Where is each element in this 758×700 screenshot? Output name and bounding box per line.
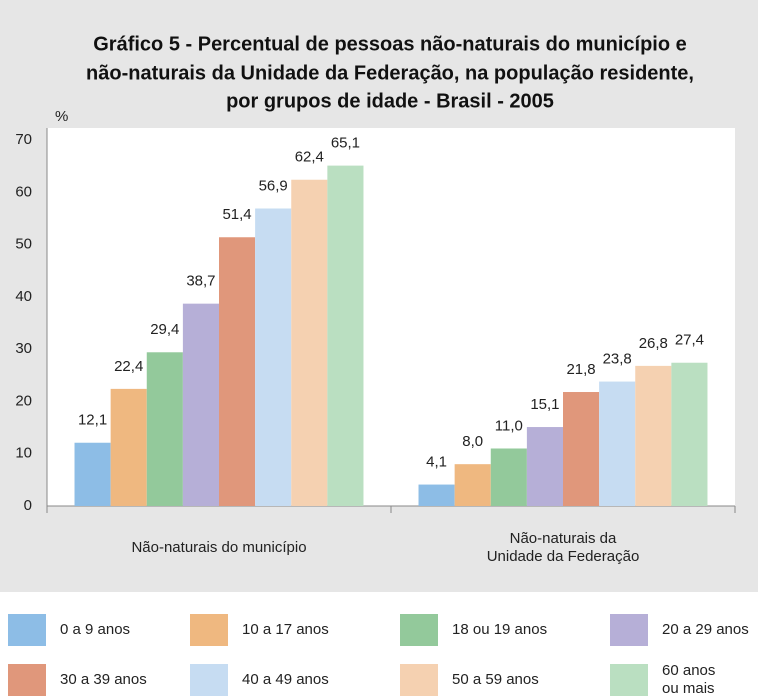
bar bbox=[635, 365, 672, 506]
bar bbox=[255, 208, 292, 506]
value-label: 12,1 bbox=[78, 412, 107, 429]
value-label: 11,0 bbox=[495, 417, 523, 434]
bar bbox=[74, 442, 111, 506]
value-label: 4,1 bbox=[426, 454, 447, 471]
legend-label: 10 a 17 anos bbox=[242, 621, 329, 638]
y-tick-label: 0 bbox=[24, 497, 32, 514]
bar bbox=[182, 303, 219, 506]
legend-swatch bbox=[190, 664, 228, 696]
value-label: 26,8 bbox=[639, 335, 668, 352]
y-tick-label: 60 bbox=[15, 183, 32, 200]
value-label: 51,4 bbox=[222, 206, 251, 223]
value-label: 38,7 bbox=[186, 273, 215, 290]
legend-label: 40 a 49 anos bbox=[242, 671, 329, 688]
legend-swatch bbox=[610, 614, 648, 646]
y-tick-label: 50 bbox=[15, 236, 32, 253]
legend-swatch bbox=[190, 614, 228, 646]
legend-swatch bbox=[610, 664, 648, 696]
bar bbox=[219, 237, 256, 506]
value-label: 15,1 bbox=[530, 396, 559, 413]
value-label: 27,4 bbox=[675, 332, 704, 349]
bar bbox=[146, 352, 183, 506]
legend-label: 50 a 59 anos bbox=[452, 671, 539, 688]
bar bbox=[599, 381, 636, 506]
value-label: 29,4 bbox=[150, 321, 179, 338]
value-label: 23,8 bbox=[603, 351, 632, 368]
y-tick-label: 30 bbox=[15, 340, 32, 357]
y-tick-label: 10 bbox=[15, 445, 32, 462]
bar bbox=[110, 388, 147, 506]
chart-title: por grupos de idade - Brasil - 2005 bbox=[226, 90, 554, 112]
legend-label: 20 a 29 anos bbox=[662, 621, 749, 638]
legend-label: 60 anos ou mais bbox=[662, 662, 715, 697]
legend-swatch bbox=[400, 664, 438, 696]
x-tick-label: Não-naturais da Unidade da Federação bbox=[487, 530, 640, 565]
y-tick-label: 70 bbox=[15, 131, 32, 148]
legend-swatch bbox=[8, 664, 46, 696]
value-label: 65,1 bbox=[331, 135, 360, 152]
chart-title: não-naturais da Unidade da Federação, na… bbox=[86, 62, 694, 84]
legend-swatch bbox=[8, 614, 46, 646]
bar bbox=[454, 464, 491, 506]
bar bbox=[563, 392, 600, 506]
bar bbox=[526, 427, 563, 506]
legend-swatch bbox=[400, 614, 438, 646]
y-axis-label: % bbox=[55, 108, 68, 125]
bar bbox=[671, 362, 708, 506]
bar bbox=[490, 448, 527, 506]
value-label: 22,4 bbox=[114, 358, 143, 375]
value-label: 21,8 bbox=[566, 361, 595, 378]
legend-label: 30 a 39 anos bbox=[60, 671, 147, 688]
value-label: 8,0 bbox=[462, 433, 483, 450]
bar bbox=[418, 484, 455, 506]
value-label: 62,4 bbox=[295, 149, 324, 166]
bar bbox=[291, 179, 328, 507]
value-label: 56,9 bbox=[259, 177, 288, 194]
chart-title: Gráfico 5 - Percentual de pessoas não-na… bbox=[93, 33, 687, 55]
bar bbox=[327, 165, 364, 506]
x-tick-label: Não-naturais do município bbox=[131, 539, 306, 556]
legend-label: 18 ou 19 anos bbox=[452, 621, 547, 638]
legend-label: 0 a 9 anos bbox=[60, 621, 130, 638]
y-tick-label: 20 bbox=[15, 392, 32, 409]
y-tick-label: 40 bbox=[15, 288, 32, 305]
